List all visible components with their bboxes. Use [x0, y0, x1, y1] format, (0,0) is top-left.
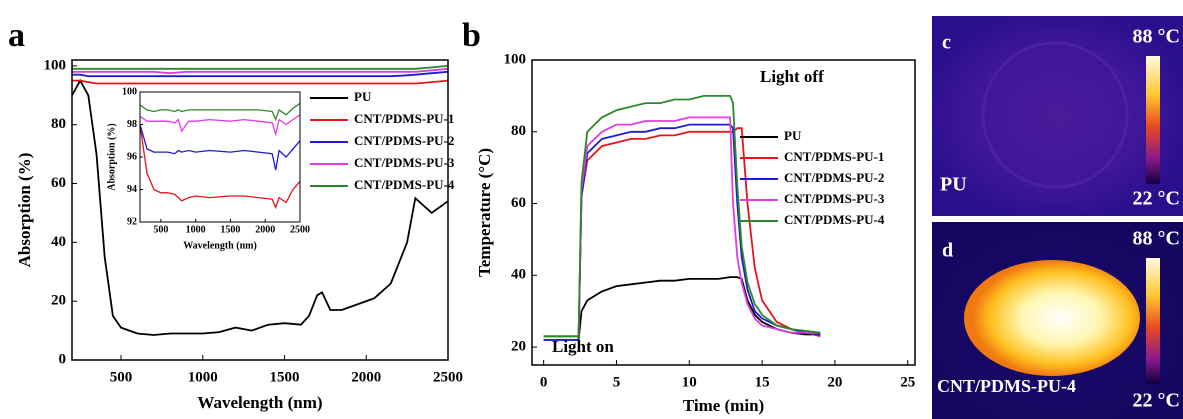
legend-label: CNT/PDMS-PU-3: [784, 191, 885, 206]
line: [139, 114, 301, 137]
line: [543, 95, 821, 338]
y-axis-label: Absorption (%): [15, 153, 34, 268]
y-tick-label: 100: [122, 86, 137, 97]
x-axis-label: Time (min): [683, 396, 764, 415]
x-tick-label: 1500: [270, 369, 300, 385]
y-tick-label: 100: [504, 51, 527, 67]
sample-outline: [981, 41, 1129, 189]
panel-label: c: [942, 32, 951, 54]
min-temp: 22 °C: [1133, 188, 1180, 210]
line: [543, 276, 821, 341]
y-tick-label: 20: [51, 293, 66, 309]
panel-label: a: [8, 17, 25, 54]
max-temp: 88 °C: [1133, 228, 1180, 250]
legend-label: PU: [354, 89, 372, 104]
x-tick-label: 1500: [220, 224, 240, 235]
hot-spot: [964, 260, 1140, 376]
thermal-images: c 88 °C 22 °C PU d 88 °C 22 °C CNT/PDMS-…: [932, 16, 1183, 419]
legend-label: CNT/PDMS-PU-3: [354, 155, 455, 170]
line: [543, 123, 821, 341]
y-tick-label: 20: [511, 338, 526, 354]
y-tick-label: 94: [127, 184, 137, 195]
legend-label: CNT/PDMS-PU-4: [354, 177, 455, 192]
x-axis-label: Wavelength (nm): [183, 240, 257, 251]
y-tick-label: 80: [51, 116, 66, 132]
x-tick-label: 15: [755, 374, 770, 390]
legend-label: CNT/PDMS-PU-2: [784, 170, 884, 185]
plot-area: [532, 60, 915, 365]
y-axis-label: Absorption (%): [106, 123, 117, 191]
axes-frame: [531, 59, 916, 366]
line: [72, 70, 449, 78]
line: [71, 78, 449, 336]
x-tick-label: 5: [613, 374, 621, 390]
line: [72, 67, 449, 75]
x-tick-label: 2000: [351, 369, 381, 385]
legend-label: CNT/PDMS-PU-1: [784, 149, 884, 164]
panel-label: b: [462, 17, 481, 54]
line: [72, 79, 449, 85]
x-tick-label: 500: [153, 224, 168, 235]
inset-background: [140, 92, 300, 222]
color-bar: [1146, 258, 1160, 384]
x-tick-label: 2500: [433, 369, 463, 385]
line: [139, 102, 301, 122]
min-temp: 22 °C: [1133, 390, 1180, 412]
x-tick-label: 2000: [255, 224, 275, 235]
line: [139, 124, 301, 171]
sample-label: PU: [940, 174, 967, 196]
y-tick-label: 98: [127, 119, 137, 130]
y-tick-label: 96: [127, 151, 137, 162]
legend-label: CNT/PDMS-PU-2: [354, 133, 454, 148]
y-axis-label: Temperature (°C): [475, 148, 494, 277]
x-tick-label: 1000: [186, 224, 206, 235]
legend-label: CNT/PDMS-PU-4: [784, 212, 885, 227]
annotation: Light off: [760, 67, 824, 86]
panel-label: d: [942, 240, 953, 262]
x-tick-label: 2500: [290, 224, 310, 235]
line: [72, 65, 449, 70]
legend-label: CNT/PDMS-PU-1: [354, 111, 454, 126]
line: [543, 116, 821, 338]
y-tick-label: 60: [51, 175, 66, 191]
x-tick-label: 25: [900, 374, 915, 390]
y-tick-label: 80: [511, 123, 526, 139]
y-tick-label: 92: [127, 216, 137, 227]
line: [139, 124, 301, 210]
color-bar: [1146, 56, 1160, 184]
x-tick-label: 1000: [188, 369, 218, 385]
sample-label: CNT/PDMS-PU-4: [937, 376, 1076, 396]
x-tick-label: 500: [110, 369, 133, 385]
max-temp: 88 °C: [1133, 26, 1180, 48]
y-tick-label: 0: [59, 351, 67, 367]
thermal-image: [932, 16, 1183, 216]
x-axis-label: Wavelength (nm): [197, 393, 322, 412]
axes-frame: [71, 59, 449, 361]
line: [543, 127, 821, 338]
x-tick-label: 0: [540, 374, 548, 390]
y-tick-label: 60: [511, 195, 526, 211]
x-tick-label: 20: [827, 374, 842, 390]
annotation: Light on: [552, 337, 614, 356]
y-tick-label: 40: [51, 234, 66, 250]
legend-label: PU: [784, 128, 802, 143]
x-tick-label: 10: [682, 374, 697, 390]
y-tick-label: 40: [511, 267, 526, 283]
y-tick-label: 100: [44, 57, 67, 73]
